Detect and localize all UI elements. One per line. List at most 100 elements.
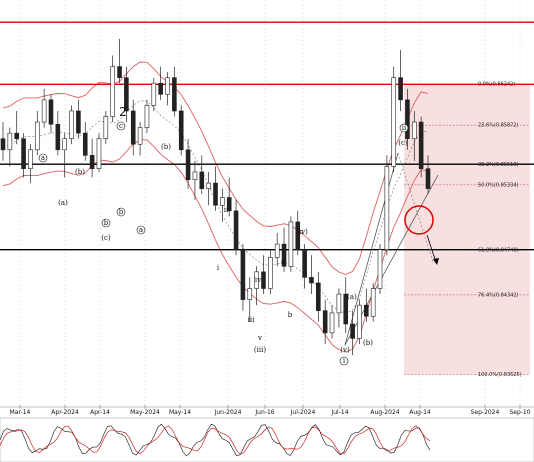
candle-body — [103, 116, 109, 139]
candle-body — [405, 99, 410, 139]
candle-body — [384, 166, 390, 250]
x-tick-label: Aug-14 — [409, 409, 431, 416]
wave-label: c — [119, 122, 123, 130]
wave-label: iii — [248, 316, 255, 324]
candle-body — [178, 110, 184, 151]
wave-label: (b) — [75, 168, 85, 176]
x-tick-label: Sep-10 — [509, 409, 530, 416]
candle-body — [247, 288, 253, 300]
wave-label: ii — [402, 124, 407, 132]
candle-body — [151, 82, 157, 106]
wave-label: b — [104, 219, 109, 227]
candle-body — [110, 66, 115, 117]
x-tick-label: Mar-14 — [10, 409, 31, 416]
candle-body — [425, 168, 431, 189]
candle-body — [144, 105, 150, 128]
candle-body — [343, 293, 349, 325]
candle-body — [322, 310, 328, 334]
x-tick-label: Jul-2024 — [290, 409, 316, 416]
candle-body — [240, 249, 246, 300]
candle-body — [357, 304, 362, 339]
candle-body — [274, 243, 280, 258]
x-axis: Mar-14 Apr-2024 Apr-14 May-2024 May-14 Jun-20… — [0, 405, 534, 416]
candle-body — [364, 304, 369, 317]
candle-body — [336, 293, 342, 314]
candle-body — [418, 121, 424, 169]
fib-labels: 0.0%(0.86242) 23.6%(0.85872) 38.2%(0.85519… — [478, 82, 522, 378]
upper-band — [2, 61, 429, 275]
fib-label: 50.0%(0.85334) — [478, 182, 519, 188]
x-tick-label: Jun-2024 — [214, 409, 242, 416]
fib-zone — [404, 84, 530, 375]
wave-label: (b) — [161, 143, 171, 151]
wave-label: b — [119, 208, 124, 216]
candle-body — [185, 149, 191, 181]
wave-label: 2 — [119, 105, 127, 119]
wave-circle — [399, 123, 409, 133]
oscillator-line — [0, 423, 431, 457]
candle-body — [55, 123, 61, 151]
candle-body — [165, 77, 170, 95]
candle-body — [233, 210, 239, 250]
wave-label: (c) — [101, 234, 111, 242]
x-tick-label: Jun-16 — [254, 409, 274, 416]
wave-label: (c) — [398, 139, 408, 147]
wave-label: a — [281, 258, 285, 266]
fib-label: 38.2%(0.85519) — [478, 162, 519, 168]
candle-body — [370, 288, 376, 317]
wave-label: (iii) — [254, 346, 266, 354]
candle-body — [220, 197, 225, 206]
hlines — [0, 21, 534, 251]
x-tick-label: May-14 — [169, 409, 191, 416]
candle-body — [295, 221, 301, 250]
candle-body — [124, 77, 129, 112]
oscillator-panel — [0, 417, 534, 462]
candle-body — [226, 197, 232, 212]
wave-label: v — [257, 334, 262, 342]
candle-body — [309, 277, 314, 284]
candle-body — [329, 312, 335, 334]
x-tick-label: May-2024 — [130, 409, 160, 416]
candle-body — [254, 271, 259, 289]
candle-body — [411, 121, 417, 139]
candle-body — [41, 99, 47, 123]
candles — [0, 38, 431, 356]
candle-body — [302, 249, 307, 278]
wave-label: a — [139, 226, 143, 234]
candle-body — [268, 257, 273, 289]
wave-label: ii — [224, 206, 229, 214]
candle-body — [14, 132, 20, 139]
wave-label: (a) — [347, 293, 357, 301]
x-tick-label: Apr-14 — [90, 409, 110, 416]
candle-body — [117, 66, 122, 78]
fib-label: 23.6%(0.85872) — [478, 123, 519, 129]
wave-label: i — [217, 264, 220, 272]
candle-body — [89, 155, 95, 169]
candle-body — [172, 77, 177, 112]
candle-body — [192, 171, 198, 181]
candle-body — [96, 138, 102, 169]
candle-body — [398, 77, 403, 101]
candle-body — [0, 138, 6, 151]
wave-label: c — [299, 228, 303, 236]
wave-circle — [116, 121, 126, 131]
wave-label: b — [288, 311, 293, 319]
wave-label: (iv) — [296, 228, 308, 236]
wave-circle — [136, 225, 146, 235]
candle-body — [281, 243, 287, 267]
projection-arrow — [426, 234, 439, 265]
wave-label: (v) — [340, 346, 350, 354]
fib-label: 100.0%(0.83625) — [478, 372, 522, 378]
target-circle — [404, 205, 434, 235]
candle-body — [48, 99, 54, 125]
lower-band — [2, 139, 429, 353]
wave-label: iv — [255, 276, 261, 284]
candle-body — [82, 132, 88, 156]
wave-labels: a(a)(b)(c)b2c(b)ab iiiiiiivabc(iv)v(iii)(… — [38, 105, 409, 366]
candle-body — [316, 282, 321, 311]
candle-body — [206, 182, 211, 189]
candle-body — [377, 249, 383, 289]
candle-body — [62, 138, 67, 151]
x-tick-label: Aug-2024 — [370, 409, 399, 416]
wave-label: a — [41, 154, 45, 162]
